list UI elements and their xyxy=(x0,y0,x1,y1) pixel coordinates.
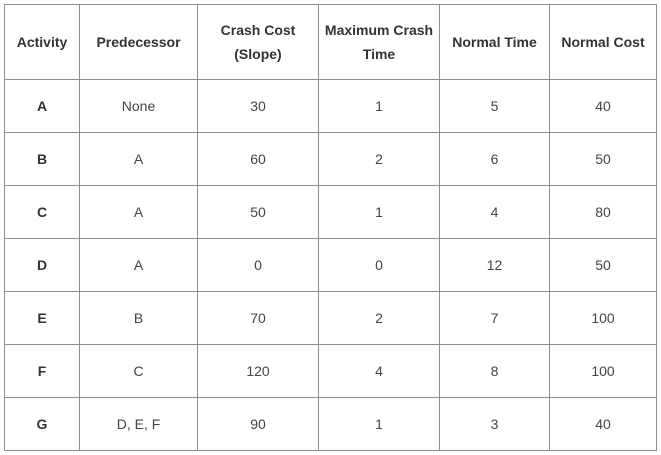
table-row: C A 50 1 4 80 xyxy=(4,185,657,239)
table-row: G D, E, F 90 1 3 40 xyxy=(4,397,657,451)
data-cell: 8 xyxy=(439,344,550,398)
data-cell: 4 xyxy=(439,185,550,239)
header-text: Normal Cost xyxy=(561,34,645,50)
activity-cell: D xyxy=(4,238,80,292)
table-row: A None 30 1 5 40 xyxy=(4,79,657,133)
data-cell: 7 xyxy=(439,291,550,345)
data-cell: 5 xyxy=(439,79,550,133)
table-row: F C 120 4 8 100 xyxy=(4,344,657,398)
data-cell: 60 xyxy=(197,132,319,186)
table-body: A None 30 1 5 40 B A 60 2 6 50 C A 50 1 4 80 D A 0 0 12 50 E B 70 2… xyxy=(4,79,657,451)
table-row: B A 60 2 6 50 xyxy=(4,132,657,186)
activity-cell: A xyxy=(4,79,80,133)
table-row: E B 70 2 7 100 xyxy=(4,291,657,345)
data-cell: 4 xyxy=(318,344,440,398)
data-cell: 2 xyxy=(318,291,440,345)
header-cell: Activity xyxy=(4,4,80,80)
activity-cell: C xyxy=(4,185,80,239)
activity-cell: E xyxy=(4,291,80,345)
data-cell: A xyxy=(79,238,198,292)
table-row: D A 0 0 12 50 xyxy=(4,238,657,292)
table-container: Activity Predecessor Crash Cost (Slope) Max… xyxy=(4,4,657,451)
data-cell: 30 xyxy=(197,79,319,133)
data-cell: 6 xyxy=(439,132,550,186)
header-text: Predecessor xyxy=(96,34,181,50)
data-cell: 100 xyxy=(549,291,657,345)
data-cell: A xyxy=(79,132,198,186)
data-cell: D, E, F xyxy=(79,397,198,451)
header-cell: Crash Cost (Slope) xyxy=(197,4,319,80)
data-cell: 1 xyxy=(318,397,440,451)
data-cell: 70 xyxy=(197,291,319,345)
data-cell: 0 xyxy=(318,238,440,292)
activity-table: Activity Predecessor Crash Cost (Slope) Max… xyxy=(4,4,657,451)
data-cell: None xyxy=(79,79,198,133)
data-cell: 50 xyxy=(549,132,657,186)
data-cell: 12 xyxy=(439,238,550,292)
data-cell: 40 xyxy=(549,79,657,133)
header-cell: Normal Time xyxy=(439,4,550,80)
header-cell: Predecessor xyxy=(79,4,198,80)
data-cell: 120 xyxy=(197,344,319,398)
data-cell: 90 xyxy=(197,397,319,451)
data-cell: 50 xyxy=(549,238,657,292)
data-cell: C xyxy=(79,344,198,398)
header-text: Normal Time xyxy=(452,34,537,50)
data-cell: 1 xyxy=(318,185,440,239)
data-cell: 3 xyxy=(439,397,550,451)
data-cell: 40 xyxy=(549,397,657,451)
data-cell: 100 xyxy=(549,344,657,398)
data-cell: 2 xyxy=(318,132,440,186)
data-cell: 0 xyxy=(197,238,319,292)
header-text: Maximum Crash Time xyxy=(324,22,434,62)
data-cell: B xyxy=(79,291,198,345)
data-cell: 1 xyxy=(318,79,440,133)
header-text: Crash Cost (Slope) xyxy=(220,22,296,62)
header-row: Activity Predecessor Crash Cost (Slope) Max… xyxy=(4,4,657,80)
header-cell: Normal Cost xyxy=(549,4,657,80)
header-cell: Maximum Crash Time xyxy=(318,4,440,80)
header-text: Activity xyxy=(16,34,68,50)
data-cell: 50 xyxy=(197,185,319,239)
activity-cell: B xyxy=(4,132,80,186)
activity-cell: G xyxy=(4,397,80,451)
data-cell: 80 xyxy=(549,185,657,239)
activity-cell: F xyxy=(4,344,80,398)
data-cell: A xyxy=(79,185,198,239)
